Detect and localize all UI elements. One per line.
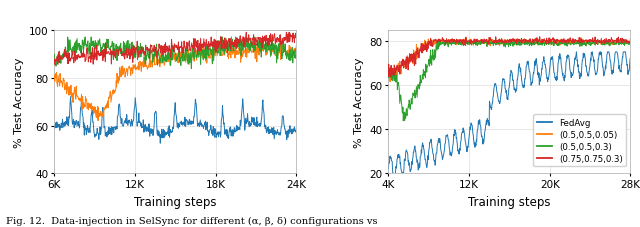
Y-axis label: % Test Accuracy: % Test Accuracy [354,57,364,147]
X-axis label: Training steps: Training steps [468,195,550,208]
Text: Fig. 12.  Data-injection in SelSync for different (α, β, δ) configurations vs: Fig. 12. Data-injection in SelSync for d… [6,216,378,225]
X-axis label: Training steps: Training steps [134,195,217,208]
Y-axis label: % Test Accuracy: % Test Accuracy [13,57,24,147]
Legend: FedAvg, (0.5,0.5,0.05), (0.5,0.5,0.3), (0.75,0.75,0.3): FedAvg, (0.5,0.5,0.05), (0.5,0.5,0.3), (… [533,115,626,167]
